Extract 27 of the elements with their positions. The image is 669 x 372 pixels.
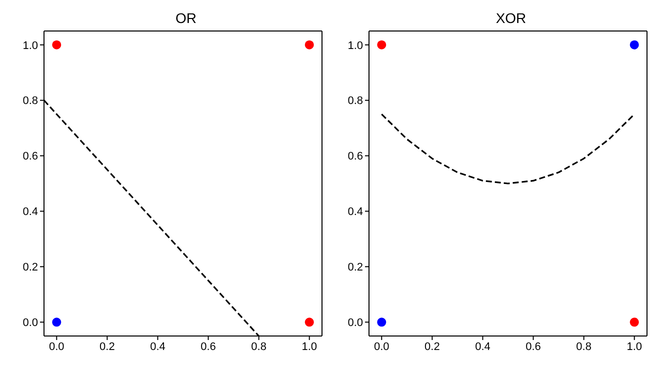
y-tick-label: 1.0 <box>22 40 38 52</box>
x-tick-label: 0.8 <box>576 340 592 353</box>
chart-title: XOR <box>494 10 528 26</box>
y-tick-label: 0.2 <box>348 262 363 274</box>
x-tick-label: 0.4 <box>150 340 166 353</box>
x-tick-label: 0.0 <box>374 340 390 353</box>
x-tick-label: 0.8 <box>251 340 266 353</box>
y-tick-label: 0.8 <box>348 95 363 108</box>
x-tick-label: 0.4 <box>475 340 490 353</box>
x-tick-label: 0.6 <box>526 340 541 353</box>
chart-title: OR <box>174 10 198 26</box>
x-tick-label: 0.2 <box>100 340 115 353</box>
y-tick-label: 0.4 <box>348 206 363 218</box>
y-tick-label: 0.6 <box>22 150 38 163</box>
y-tick-label: 0.6 <box>348 150 363 163</box>
y-tick-label: 0.4 <box>22 206 38 218</box>
x-tick-label: 0.0 <box>48 340 64 353</box>
line-series <box>380 113 636 184</box>
y-tick-label: 0.2 <box>22 262 38 274</box>
x-tick-label: 1.0 <box>626 340 642 353</box>
x-tick-label: 1.0 <box>302 340 318 353</box>
y-tick-label: 0.0 <box>22 317 38 330</box>
y-tick-label: 1.0 <box>348 40 363 52</box>
x-tick-label: 0.2 <box>424 340 440 353</box>
y-tick-label: 0.8 <box>22 95 38 108</box>
x-tick-label: 0.6 <box>200 340 216 353</box>
y-tick-label: 0.0 <box>348 317 363 330</box>
